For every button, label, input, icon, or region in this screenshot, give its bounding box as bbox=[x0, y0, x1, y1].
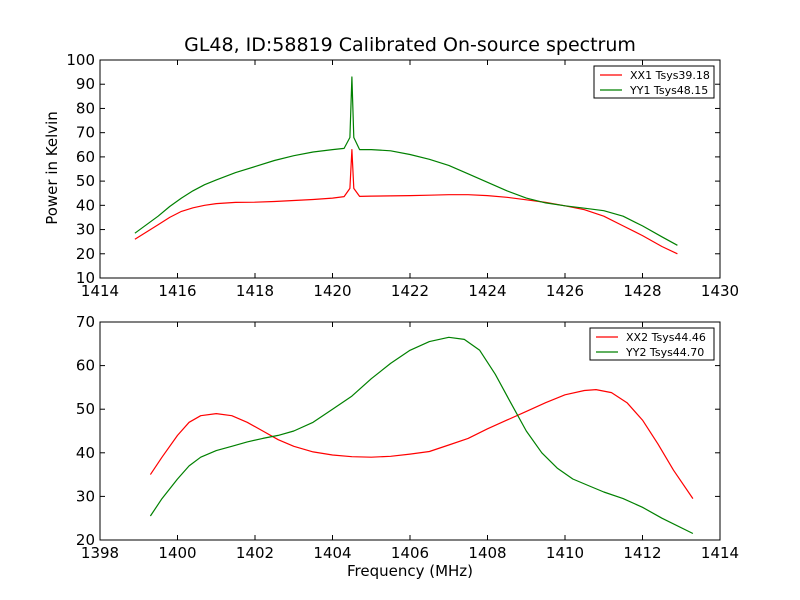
bottom-y-tick-label: 30 bbox=[76, 487, 95, 505]
top-y-tick-label: 70 bbox=[76, 124, 95, 142]
bottom-legend: XX2 Tsys44.46 YY2 Tsys44.70 bbox=[589, 327, 715, 361]
bottom-x-tick-label: 1406 bbox=[391, 544, 429, 562]
top-x-tick-label: 1424 bbox=[468, 282, 506, 300]
top-x-tick-label: 1428 bbox=[623, 282, 661, 300]
bottom-series-line-1 bbox=[149, 389, 694, 499]
bottom-x-tick-label: 1410 bbox=[546, 544, 584, 562]
top-legend-label-2: YY1 Tsys48.15 bbox=[629, 84, 708, 97]
top-y-tick-label: 20 bbox=[76, 245, 95, 263]
top-series-line-2 bbox=[134, 76, 678, 246]
x-axis-label: Frequency (MHz) bbox=[346, 562, 474, 580]
bottom-y-tick-label: 20 bbox=[76, 531, 95, 549]
top-y-tick-label: 40 bbox=[76, 196, 95, 214]
top-x-tick-label: 1426 bbox=[546, 282, 584, 300]
top-y-tick-label: 30 bbox=[76, 221, 95, 239]
bottom-y-tick-label: 70 bbox=[76, 313, 95, 331]
top-x-tick-label: 1422 bbox=[391, 282, 429, 300]
top-legend: XX1 Tsys39.18 YY1 Tsys48.15 bbox=[593, 65, 715, 99]
bottom-x-tick-label: 1414 bbox=[701, 544, 739, 562]
chart-title: GL48, ID:58819 Calibrated On-source spec… bbox=[184, 34, 636, 56]
bottom-x-tick-label: 1408 bbox=[468, 544, 506, 562]
top-series-line-1 bbox=[134, 149, 678, 255]
top-x-tick-label: 1414 bbox=[81, 282, 119, 300]
bottom-x-tick-label: 1398 bbox=[81, 544, 119, 562]
bottom-x-tick-label: 1402 bbox=[236, 544, 274, 562]
top-y-tick-label: 90 bbox=[76, 75, 95, 93]
bottom-y-tick-label: 60 bbox=[76, 357, 95, 375]
top-x-tick-label: 1420 bbox=[313, 282, 351, 300]
top-y-tick-label: 10 bbox=[76, 269, 95, 287]
bottom-x-tick-label: 1404 bbox=[313, 544, 351, 562]
top-y-tick-label: 100 bbox=[66, 51, 95, 69]
bottom-x-tick-label: 1412 bbox=[623, 544, 661, 562]
bottom-x-tick-label: 1400 bbox=[158, 544, 196, 562]
top-y-tick-label: 60 bbox=[76, 148, 95, 166]
bottom-legend-box bbox=[589, 327, 715, 361]
top-y-tick-label: 50 bbox=[76, 172, 95, 190]
bottom-legend-label-2: YY2 Tsys44.70 bbox=[625, 346, 704, 359]
top-y-tick-label: 80 bbox=[76, 99, 95, 117]
bottom-y-tick-label: 40 bbox=[76, 444, 95, 462]
bottom-series-line-2 bbox=[149, 336, 694, 535]
top-legend-label-1: XX1 Tsys39.18 bbox=[630, 69, 710, 82]
bottom-y-tick-label: 50 bbox=[76, 400, 95, 418]
bottom-axes: 1398 1400 1402 1404 1406 1408 1410 1412 1414 20 30… bbox=[76, 313, 739, 562]
top-legend-box bbox=[593, 65, 715, 99]
top-x-tick-label: 1416 bbox=[158, 282, 196, 300]
bottom-legend-label-1: XX2 Tsys44.46 bbox=[626, 331, 706, 344]
top-axes: 1414 1416 1418 1420 1422 1424 1426 1428 1430 10 20… bbox=[66, 51, 739, 300]
top-x-tick-label: 1430 bbox=[701, 282, 739, 300]
top-x-tick-label: 1418 bbox=[236, 282, 274, 300]
